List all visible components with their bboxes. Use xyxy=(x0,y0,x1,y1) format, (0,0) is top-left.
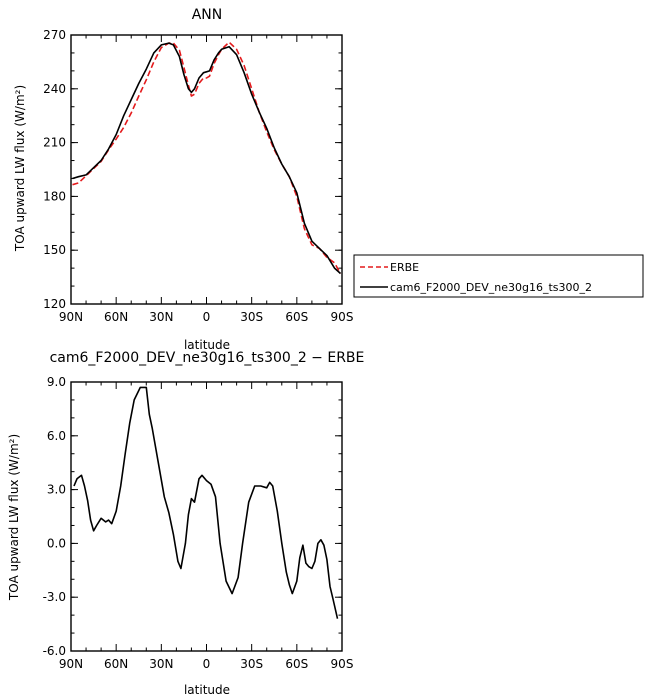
bottom-y-axis-title: TOA upward LW flux (W/m²) xyxy=(7,434,21,601)
bottom-chart-title: cam6_F2000_DEV_ne30g16_ts300_2 − ERBE xyxy=(50,350,365,366)
top-x-tick-label: 90N xyxy=(59,310,83,324)
top-chart-title: ANN xyxy=(192,7,223,23)
top-x-tick-label: 90S xyxy=(331,310,354,324)
top-x-tick-label: 30S xyxy=(240,310,263,324)
bottom-y-tick-label: 0.0 xyxy=(47,536,66,550)
top-legend: ERBE cam6_F2000_DEV_ne30g16_ts300_2 xyxy=(353,254,644,298)
bottom-series-line-0 xyxy=(73,386,339,619)
bottom-x-tick-label: 90N xyxy=(59,657,83,671)
bottom-panel: cam6_F2000_DEV_ne30g16_ts300_2 − ERBE 90… xyxy=(7,350,364,697)
bottom-plot-area: 90N 60N 30N 0 30S 60S 90S -6.0 -3.0 0.0 3.0 6.0 9.0 xyxy=(43,375,354,671)
bottom-x-tick-label: 30S xyxy=(240,657,263,671)
bottom-y-tick-label: -6.0 xyxy=(43,644,66,658)
top-y-tick-label: 180 xyxy=(43,189,66,203)
bottom-x-tick-label: 90S xyxy=(331,657,354,671)
bottom-y-tick-label: 6.0 xyxy=(47,429,66,443)
top-plot-area: 90N 60N 30N 0 30S 60S 90S 120 150 180 210 240 270 xyxy=(43,28,353,324)
bottom-x-tick-label: 0 xyxy=(203,657,211,671)
bottom-plot-frame xyxy=(70,381,343,652)
top-plot-frame xyxy=(70,34,343,305)
top-x-axis-title: latitude xyxy=(184,338,230,352)
top-x-tick-label: 30N xyxy=(149,310,173,324)
bottom-x-tick-label: 30N xyxy=(149,657,173,671)
top-y-tick-label: 120 xyxy=(43,297,66,311)
bottom-x-tick-label: 60S xyxy=(285,657,308,671)
top-y-tick-label: 150 xyxy=(43,243,66,257)
top-y-tick-label: 240 xyxy=(43,82,66,96)
bottom-y-tick-label: 3.0 xyxy=(47,483,66,497)
bottom-x-tick-label: 60N xyxy=(104,657,128,671)
legend-label-erbe: ERBE xyxy=(390,261,419,274)
top-y-axis-title: TOA upward LW flux (W/m²) xyxy=(13,85,27,252)
top-y-tick-label: 210 xyxy=(43,136,66,150)
top-x-tick-label: 0 xyxy=(203,310,211,324)
top-panel: ANN 90N 60N 30N 0 30S 60S 90S 120 150 180 210 240 27… xyxy=(13,7,644,352)
top-x-tick-label: 60S xyxy=(285,310,308,324)
bottom-y-tick-label: -3.0 xyxy=(43,590,66,604)
top-y-tick-label: 270 xyxy=(43,28,66,42)
legend-label-model: cam6_F2000_DEV_ne30g16_ts300_2 xyxy=(390,281,592,294)
bottom-x-axis-title: latitude xyxy=(184,683,230,697)
top-series-line-0 xyxy=(72,41,342,274)
legend-box xyxy=(353,254,644,298)
top-x-tick-label: 60N xyxy=(104,310,128,324)
bottom-y-tick-label: 9.0 xyxy=(47,375,66,389)
top-series-line-1 xyxy=(72,42,342,275)
